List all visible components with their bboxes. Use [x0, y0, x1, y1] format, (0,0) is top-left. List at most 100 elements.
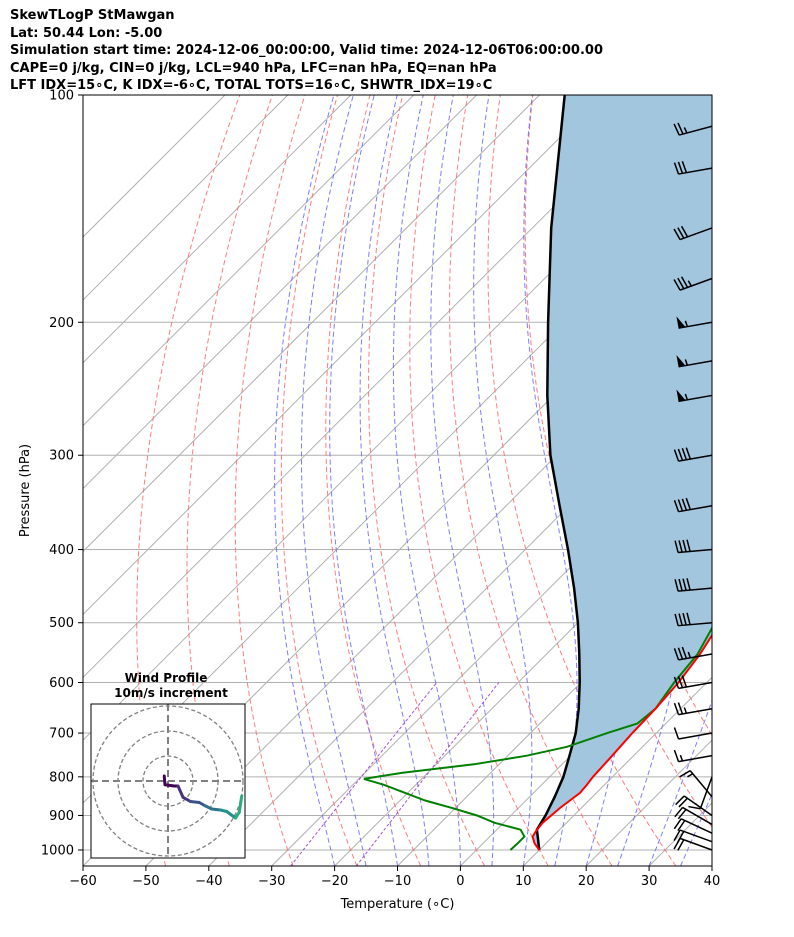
x-tick-label: 40 — [704, 874, 721, 889]
wind-barb — [674, 806, 713, 826]
hodograph-area — [91, 704, 245, 858]
moist-adiabat-line — [473, 95, 533, 866]
dewpoint-line — [363, 626, 712, 851]
hodograph-segment — [176, 784, 185, 799]
hodograph-segment — [237, 794, 244, 814]
wind-barb — [673, 122, 713, 136]
isotherm-line — [334, 487, 712, 866]
moist-adiabat-line — [744, 95, 794, 866]
wind-barb — [688, 776, 713, 810]
chart-header: SkewTLogP StMawgan Lat: 50.44 Lon: -5.00… — [10, 7, 603, 95]
wind-barb — [676, 389, 713, 403]
x-tick-label: −60 — [69, 874, 96, 889]
dry-adiabat-line — [761, 95, 794, 866]
moist-adiabat-line — [680, 792, 712, 866]
dry-adiabat-line — [449, 95, 613, 866]
time-line: Simulation start time: 2024-12-06_00:00:… — [10, 43, 603, 58]
dry-adiabat-line — [186, 95, 273, 866]
dry-adiabat-line — [325, 95, 422, 866]
wind-barb — [676, 354, 713, 368]
x-tick-label: 10 — [515, 874, 532, 889]
wind-barb — [679, 770, 713, 798]
y-tick-label: 1000 — [41, 844, 74, 859]
y-tick-label: 700 — [49, 727, 74, 742]
location-line: Lat: 50.44 Lon: -5.00 — [10, 25, 163, 41]
x-tick-label: −30 — [258, 874, 285, 889]
moist-adiabat-line — [711, 864, 712, 866]
isotherm-line — [83, 95, 289, 301]
wind-barb — [673, 829, 713, 843]
wind-profile-inset: Wind Profile 10m/s increment — [90, 671, 246, 859]
x-tick-label: 20 — [578, 874, 595, 889]
wind-barb — [673, 276, 713, 291]
wind-barb — [675, 795, 713, 817]
isotherm-line — [397, 550, 712, 866]
isotherm-line — [83, 95, 603, 616]
dry-adiabat-line — [280, 95, 358, 866]
moist-adiabat-line — [523, 95, 578, 866]
isotherm-line — [83, 95, 352, 364]
wind-barb — [676, 316, 713, 329]
isotherm-line — [83, 95, 415, 427]
wind-barb — [673, 225, 713, 241]
plot-area — [83, 95, 794, 866]
wind-barb — [674, 539, 713, 554]
wind-barb — [673, 497, 713, 513]
x-axis-label: Temperature (∘C) — [340, 897, 455, 912]
moist-adiabat-line — [301, 95, 367, 866]
wind-barbs — [673, 122, 713, 851]
parcel-profile-line — [535, 95, 581, 851]
mixing-ratio-line — [355, 682, 500, 866]
hodograph-segment — [163, 783, 176, 788]
wind-barb — [674, 612, 713, 627]
axes: Temperature (∘C) Pressure (hPa) −60 −50 −4… — [18, 89, 720, 913]
wind-barb — [674, 578, 713, 592]
x-tick-label: 0 — [456, 874, 464, 889]
chart-title: SkewTLogP StMawgan — [10, 8, 175, 23]
isotherm-line — [522, 676, 712, 866]
wind-barb — [673, 749, 713, 763]
moist-adiabat-line — [274, 95, 336, 866]
y-tick-label: 300 — [49, 449, 74, 464]
y-axis-label: Pressure (hPa) — [18, 444, 33, 537]
wind-barb — [673, 818, 713, 834]
moist-adiabat-line — [430, 95, 495, 866]
inset-frame — [90, 703, 246, 859]
dry-adiabat-line — [368, 95, 485, 866]
y-tick-label: 800 — [49, 770, 74, 785]
wind-barb — [673, 646, 713, 661]
isotherm-line — [711, 865, 712, 866]
moist-adiabat-line — [617, 95, 698, 866]
inset-subtitle: 10m/s increment — [114, 686, 228, 700]
moist-adiabat-line — [392, 95, 461, 866]
moist-adiabat-line — [329, 95, 398, 866]
y-tick-label: 600 — [49, 676, 74, 691]
wind-barb — [673, 702, 713, 716]
x-tick-label: −50 — [132, 874, 159, 889]
parcel-shading — [532, 95, 712, 850]
isotherm-line — [83, 95, 226, 238]
wind-barb — [673, 447, 713, 462]
dry-adiabat-line — [487, 95, 677, 866]
x-tick-label: −20 — [321, 874, 348, 889]
dry-adiabat-line — [524, 95, 712, 829]
wind-barb — [673, 160, 713, 175]
isotherm-line — [83, 95, 540, 553]
dry-adiabat-line — [728, 95, 794, 866]
x-tick-label: 30 — [641, 874, 658, 889]
y-tick-label: 100 — [49, 89, 74, 104]
isotherm-line — [83, 95, 477, 490]
isotherm-line — [271, 424, 712, 866]
stability-line: CAPE=0 j/kg, CIN=0 j/kg, LCL=940 hPa, LF… — [10, 60, 497, 76]
moist-adiabat-line — [359, 95, 430, 866]
wind-barb — [673, 675, 713, 690]
dry-adiabat-line — [234, 95, 306, 866]
isotherm-line — [145, 299, 712, 866]
temperature-line — [531, 633, 712, 851]
x-tick-label: −40 — [195, 874, 222, 889]
index-line: LFT IDX=15∘C, K IDX=-6∘C, TOTAL TOTS=16∘… — [10, 78, 493, 93]
y-tick-label: 500 — [49, 616, 74, 631]
x-tick-label: −10 — [384, 874, 411, 889]
isotherm-line — [83, 95, 666, 679]
